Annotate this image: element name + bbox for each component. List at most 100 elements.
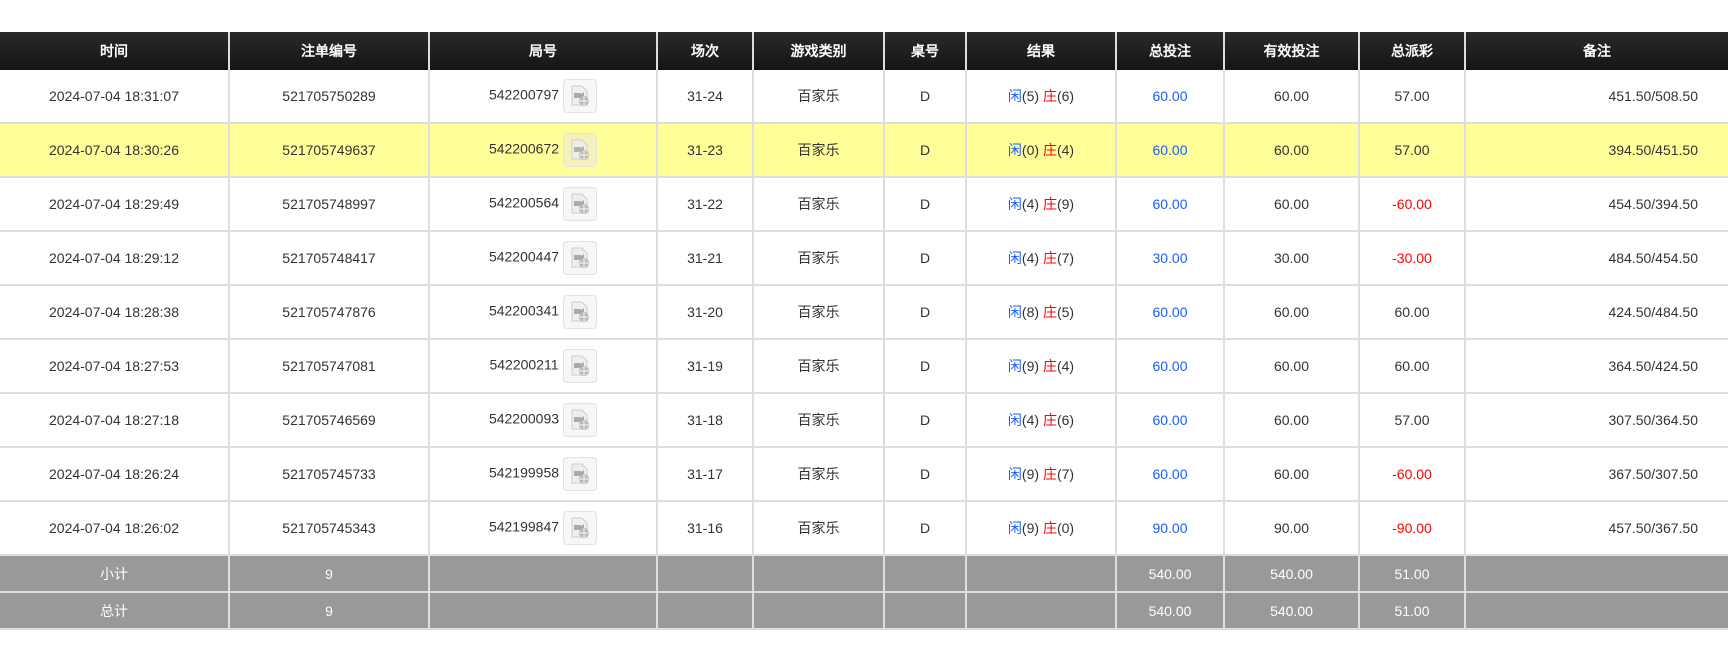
- session-cell: 31-20: [656, 285, 753, 340]
- player-label: 闲: [1007, 88, 1022, 104]
- empty-cell: [656, 592, 753, 630]
- summary-row: 总计 9 540.00 540.00 51.00: [0, 592, 1728, 630]
- bet-id-cell: 521705750289: [228, 70, 429, 124]
- table-no-cell: D: [883, 393, 966, 448]
- header-valid-bet: 有效投注: [1223, 32, 1359, 70]
- session-cell: 31-23: [656, 123, 753, 178]
- banker-label: 庄: [1042, 88, 1057, 104]
- round-cell: 542200564: [428, 177, 657, 232]
- video-replay-icon[interactable]: [563, 457, 598, 491]
- summary-count: 9: [228, 592, 429, 630]
- total-bet-cell: 60.00: [1115, 177, 1224, 232]
- video-replay-icon[interactable]: [562, 349, 597, 383]
- summary-total-bet: 540.00: [1115, 555, 1224, 593]
- banker-label: 庄: [1042, 142, 1057, 158]
- result-cell: 闲(9) 庄(4): [965, 339, 1116, 394]
- round-number: 542200211: [489, 356, 559, 373]
- remark-cell: 367.50/307.50: [1464, 447, 1728, 502]
- game-type-cell: 百家乐: [752, 231, 884, 286]
- header-round: 局号: [428, 32, 657, 70]
- session-cell: 31-24: [656, 70, 753, 124]
- round-number: 542200447: [488, 248, 560, 265]
- table-no-cell: D: [883, 123, 966, 178]
- payout-cell: 60.00: [1358, 285, 1465, 340]
- summary-valid-bet: 540.00: [1223, 592, 1359, 630]
- session-cell: 31-22: [656, 177, 753, 232]
- round-cell: 542200797: [428, 70, 657, 124]
- payout-cell: -90.00: [1358, 501, 1465, 556]
- video-replay-icon[interactable]: [563, 133, 598, 167]
- remark-cell: 307.50/364.50: [1464, 393, 1728, 448]
- valid-bet-cell: 60.00: [1223, 393, 1359, 448]
- round-cell: 542200447: [428, 231, 657, 286]
- valid-bet-cell: 90.00: [1223, 501, 1359, 556]
- banker-label: 庄: [1042, 412, 1057, 428]
- banker-score: (7): [1056, 466, 1075, 482]
- banker-score: (0): [1056, 520, 1075, 536]
- table-no-cell: D: [883, 177, 966, 232]
- valid-bet-cell: 60.00: [1223, 339, 1359, 394]
- player-score: (5): [1021, 88, 1040, 104]
- player-label: 闲: [1007, 250, 1022, 266]
- player-score: (0): [1021, 142, 1040, 158]
- player-score: (9): [1021, 466, 1040, 482]
- time-cell: 2024-07-04 18:30:26: [0, 123, 229, 178]
- empty-cell: [1464, 555, 1728, 593]
- table-row: 2024-07-04 18:27:53 521705747081 5422002…: [0, 339, 1728, 394]
- bet-id-cell: 521705748997: [228, 177, 429, 232]
- session-cell: 31-19: [656, 339, 753, 394]
- time-cell: 2024-07-04 18:27:18: [0, 393, 229, 448]
- banker-score: (4): [1056, 358, 1075, 374]
- player-label: 闲: [1007, 520, 1022, 536]
- banker-label: 庄: [1042, 196, 1057, 212]
- table-row: 2024-07-04 18:27:18 521705746569 5422000…: [0, 393, 1728, 448]
- round-number: 542200093: [488, 410, 560, 427]
- header-total-bet: 总投注: [1115, 32, 1224, 70]
- header-bet-id: 注单编号: [228, 32, 429, 70]
- empty-cell: [428, 555, 657, 593]
- summary-count: 9: [228, 555, 429, 593]
- game-type-cell: 百家乐: [752, 177, 884, 232]
- round-number: 542199958: [488, 464, 560, 481]
- summary-payout: 51.00: [1358, 592, 1465, 630]
- total-bet-cell: 60.00: [1115, 339, 1224, 394]
- table-row: 2024-07-04 18:26:24 521705745733 5421999…: [0, 447, 1728, 502]
- round-cell: 542199958: [428, 447, 657, 502]
- total-bet-cell: 60.00: [1115, 70, 1224, 124]
- time-cell: 2024-07-04 18:28:38: [0, 285, 229, 340]
- video-replay-icon[interactable]: [563, 295, 598, 329]
- result-cell: 闲(4) 庄(6): [965, 393, 1116, 448]
- valid-bet-cell: 30.00: [1223, 231, 1359, 286]
- table-no-cell: D: [883, 285, 966, 340]
- session-cell: 31-18: [656, 393, 753, 448]
- empty-cell: [656, 555, 753, 593]
- banker-score: (6): [1056, 88, 1075, 104]
- player-score: (8): [1021, 304, 1040, 320]
- empty-cell: [752, 555, 884, 593]
- banker-label: 庄: [1042, 520, 1057, 536]
- bet-id-cell: 521705747876: [228, 285, 429, 340]
- time-cell: 2024-07-04 18:29:49: [0, 177, 229, 232]
- bet-id-cell: 521705747081: [228, 339, 429, 394]
- video-replay-icon[interactable]: [563, 79, 598, 113]
- player-label: 闲: [1007, 142, 1022, 158]
- round-number: 542200672: [488, 140, 560, 157]
- player-label: 闲: [1007, 358, 1022, 374]
- round-cell: 542200211: [428, 339, 657, 394]
- video-replay-icon[interactable]: [563, 187, 598, 221]
- time-cell: 2024-07-04 18:26:02: [0, 501, 229, 556]
- table-no-cell: D: [883, 70, 966, 124]
- video-replay-icon[interactable]: [563, 241, 598, 275]
- round-number: 542200564: [488, 194, 560, 211]
- remark-cell: 451.50/508.50: [1464, 70, 1728, 124]
- game-type-cell: 百家乐: [752, 447, 884, 502]
- header-time: 时间: [0, 32, 229, 70]
- time-cell: 2024-07-04 18:26:24: [0, 447, 229, 502]
- table-no-cell: D: [883, 231, 966, 286]
- player-label: 闲: [1007, 304, 1022, 320]
- banker-label: 庄: [1042, 466, 1057, 482]
- header-remark: 备注: [1464, 32, 1728, 70]
- video-replay-icon[interactable]: [563, 511, 598, 545]
- total-bet-cell: 60.00: [1115, 447, 1224, 502]
- video-replay-icon[interactable]: [563, 403, 598, 437]
